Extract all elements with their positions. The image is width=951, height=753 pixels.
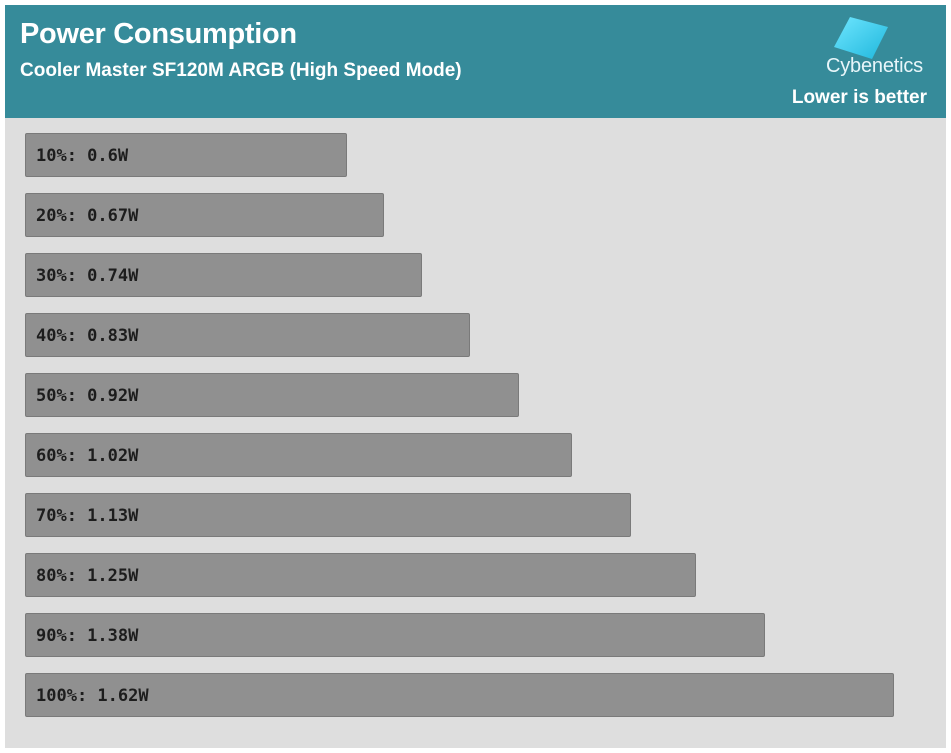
bar-label: 100%: 1.62W — [36, 686, 149, 706]
lower-is-better-note: Lower is better — [791, 87, 927, 108]
bar-50% — [25, 373, 519, 417]
cybenetics-logo-icon — [834, 17, 888, 59]
bar-40% — [25, 313, 470, 357]
bar-70% — [25, 493, 631, 537]
bar-label: 30%: 0.74W — [36, 266, 139, 286]
bar-label: 10%: 0.6W — [36, 146, 129, 166]
bar-30% — [25, 253, 422, 297]
chart-subtitle: Cooler Master SF120M ARGB (High Speed Mo… — [20, 60, 462, 81]
bar-label: 90%: 1.38W — [36, 626, 139, 646]
bar-80% — [25, 553, 696, 597]
bar-10% — [25, 133, 347, 177]
chart-frame: Power Consumption Cooler Master SF120M A… — [5, 5, 946, 748]
bar-label: 40%: 0.83W — [36, 326, 139, 346]
bar-100% — [25, 673, 894, 717]
bar-90% — [25, 613, 765, 657]
logo-text: Cybenetics — [826, 55, 923, 77]
bar-60% — [25, 433, 572, 477]
bar-label: 70%: 1.13W — [36, 506, 139, 526]
bar-chart-area: 10%: 0.6W 20%: 0.67W 30%: 0.74W 40%: 0.83W 5… — [5, 118, 946, 748]
bar-20% — [25, 193, 384, 237]
chart-header: Power Consumption Cooler Master SF120M A… — [5, 5, 946, 118]
bar-label: 50%: 0.92W — [36, 386, 139, 406]
bar-label: 80%: 1.25W — [36, 566, 139, 586]
bar-label: 20%: 0.67W — [36, 206, 139, 226]
bar-label: 60%: 1.02W — [36, 446, 139, 466]
chart-title: Power Consumption — [20, 18, 297, 50]
